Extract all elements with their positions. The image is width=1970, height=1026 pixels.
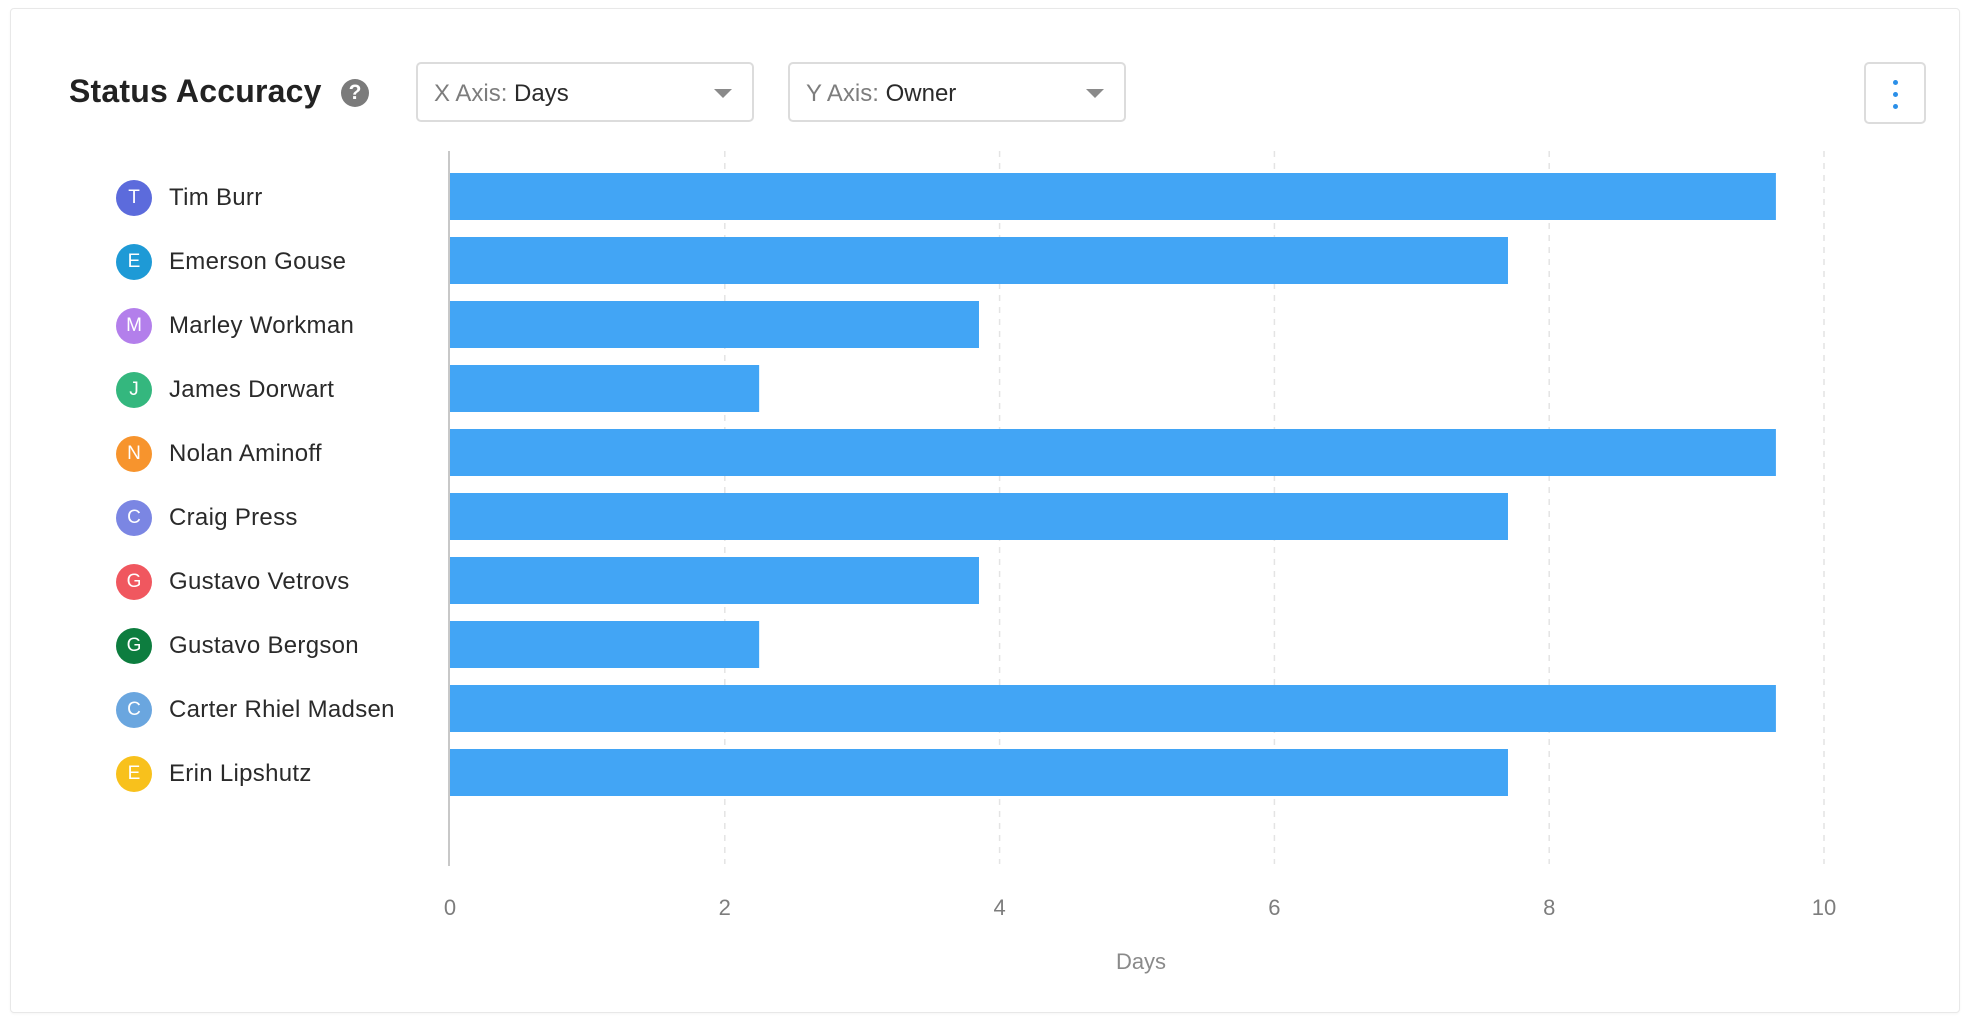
owner-name-label: Emerson Gouse bbox=[169, 248, 347, 275]
bar-8[interactable] bbox=[450, 621, 760, 668]
owner-name-label: Craig Press bbox=[169, 504, 298, 531]
owner-name-label: Gustavo Bergson bbox=[169, 632, 359, 659]
avatar: J bbox=[116, 372, 152, 408]
bar-7[interactable] bbox=[450, 557, 979, 604]
bar-1[interactable] bbox=[450, 173, 1776, 220]
bar-6[interactable] bbox=[450, 493, 1508, 540]
avatar: G bbox=[116, 628, 152, 664]
x-axis-select-value: Days bbox=[514, 80, 569, 107]
help-icon[interactable]: ? bbox=[341, 79, 369, 107]
x-axis-select-text: X Axis: Days bbox=[434, 80, 569, 108]
bar-9[interactable] bbox=[450, 685, 1776, 732]
x-tick-label: 0 bbox=[444, 895, 456, 920]
x-axis-select[interactable]: X Axis: Days bbox=[416, 62, 754, 122]
y-axis-select-prefix: Y Axis: bbox=[806, 80, 879, 107]
bar-chart: 0 2 4 6 8 10 Days bbox=[444, 151, 1836, 974]
x-tick-label: 2 bbox=[719, 895, 731, 920]
avatar: N bbox=[116, 436, 152, 472]
owner-name-label: Nolan Aminoff bbox=[169, 440, 322, 467]
bar-4[interactable] bbox=[450, 365, 760, 412]
owner-name-label: Gustavo Vetrovs bbox=[169, 568, 350, 595]
avatar: M bbox=[116, 308, 152, 344]
avatar: E bbox=[116, 244, 152, 280]
avatar: G bbox=[116, 564, 152, 600]
y-axis-select[interactable]: Y Axis: Owner bbox=[788, 62, 1126, 122]
avatar: E bbox=[116, 756, 152, 792]
y-axis-select-value: Owner bbox=[885, 80, 957, 107]
owner-name-label: Erin Lipshutz bbox=[169, 760, 312, 787]
chevron-down-icon bbox=[1086, 89, 1104, 98]
x-tick-label: 6 bbox=[1268, 895, 1280, 920]
owner-name-label: Carter Rhiel Madsen bbox=[169, 696, 395, 723]
x-tick-label: 10 bbox=[1812, 895, 1836, 920]
more-options-button[interactable] bbox=[1864, 62, 1926, 124]
x-axis-select-prefix: X Axis: bbox=[434, 80, 508, 107]
x-axis-title: Days bbox=[1116, 949, 1166, 974]
page-title: Status Accuracy bbox=[69, 73, 322, 109]
owner-name-label: James Dorwart bbox=[169, 376, 335, 403]
x-tick-label: 8 bbox=[1543, 895, 1555, 920]
question-mark-glyph: ? bbox=[348, 81, 362, 104]
avatar: T bbox=[116, 180, 152, 216]
owner-name-label: Marley Workman bbox=[169, 312, 355, 339]
avatar: C bbox=[116, 692, 152, 728]
x-tick-label: 4 bbox=[993, 895, 1005, 920]
owner-name-label: Tim Burr bbox=[169, 184, 263, 211]
bar-2[interactable] bbox=[450, 237, 1508, 284]
bar-10[interactable] bbox=[450, 749, 1508, 796]
status-accuracy-card: Status Accuracy ? X Axis: Days Y Axis: O… bbox=[10, 8, 1960, 1013]
bar-5[interactable] bbox=[450, 429, 1776, 476]
chevron-down-icon bbox=[714, 89, 732, 98]
bar-3[interactable] bbox=[450, 301, 979, 348]
y-axis-select-text: Y Axis: Owner bbox=[806, 80, 956, 108]
avatar: C bbox=[116, 500, 152, 536]
